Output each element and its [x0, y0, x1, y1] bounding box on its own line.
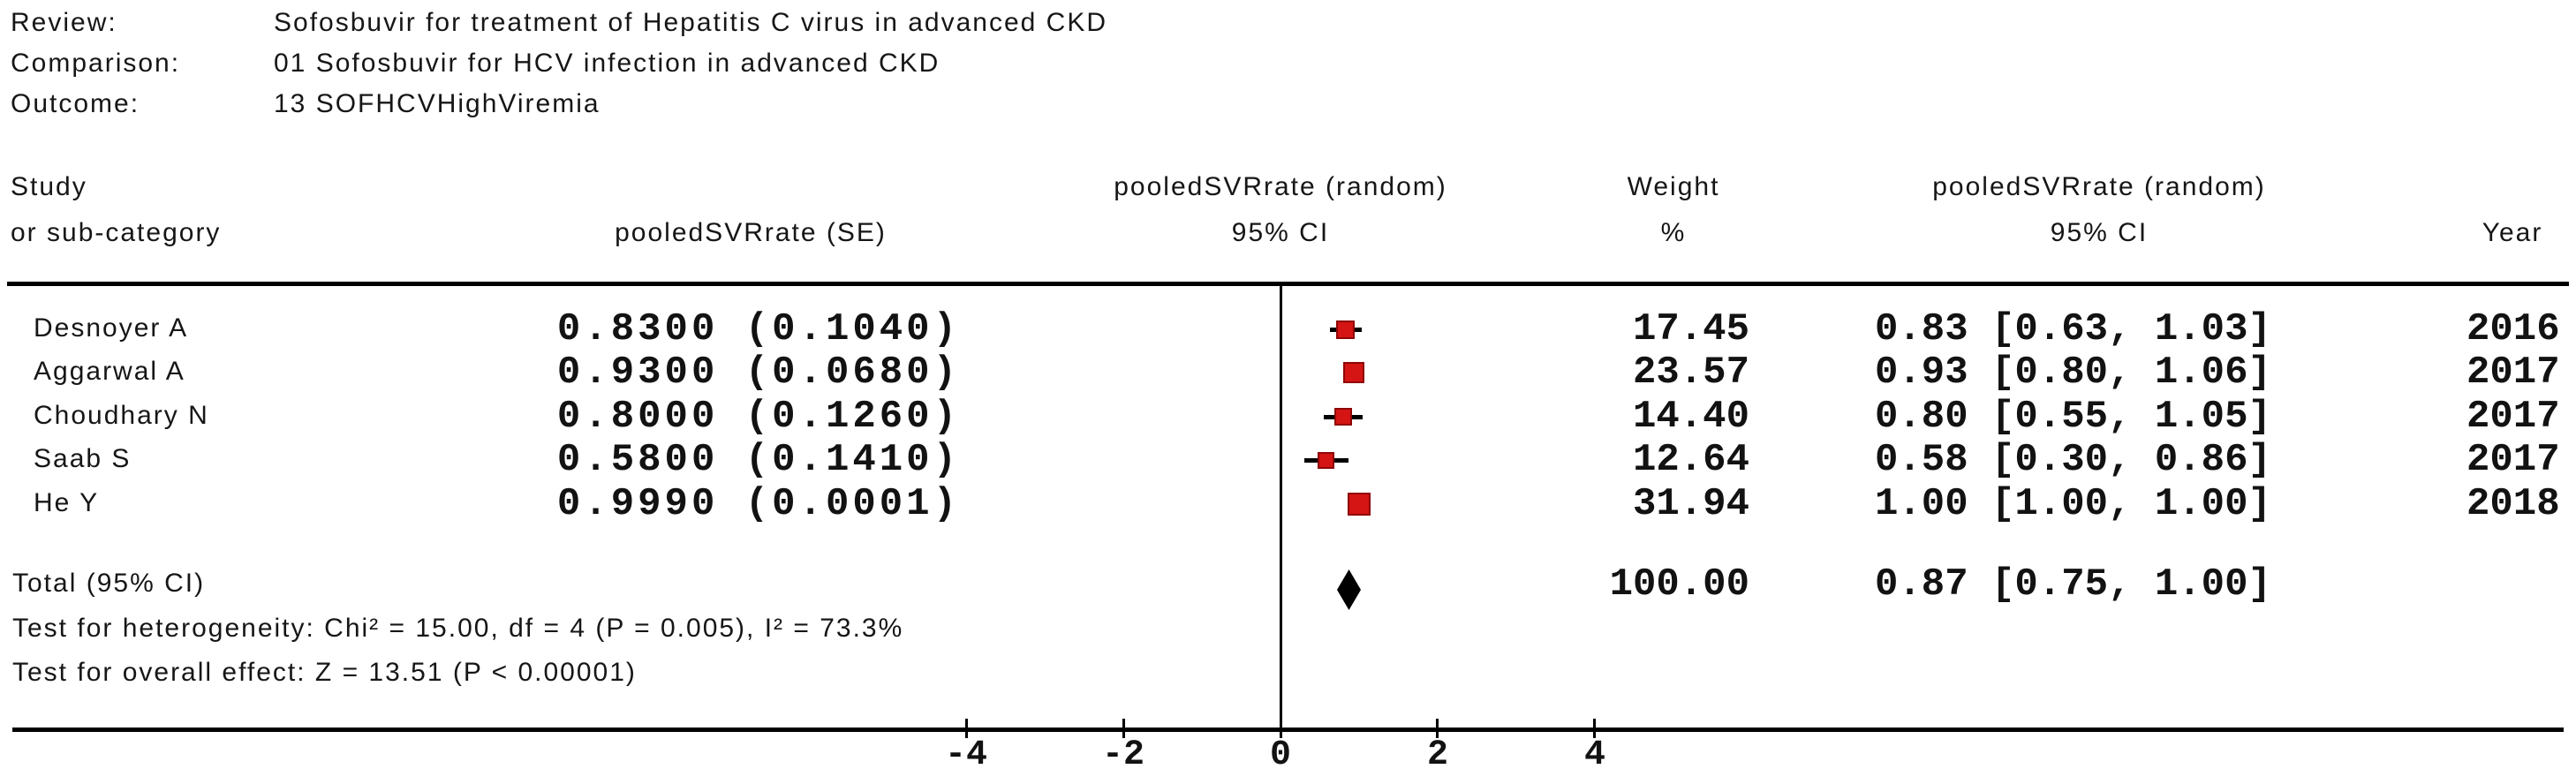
- study-name: He Y: [34, 488, 100, 517]
- year-value: 2017: [2466, 438, 2560, 482]
- outcome-label: Outcome:: [11, 89, 140, 118]
- total-label: Total (95% CI): [12, 569, 206, 598]
- weight-value: 31.94: [1632, 482, 1749, 526]
- axis-tick: [1436, 719, 1439, 738]
- axis-tick-label: 2: [1426, 735, 1448, 769]
- year-value: 2018: [2466, 482, 2560, 526]
- review-value: Sofosbuvir for treatment of Hepatitis C …: [274, 8, 1108, 37]
- year-value: 2017: [2466, 395, 2560, 439]
- axis-tick: [965, 719, 968, 738]
- se-value: 0.9300 (0.0680): [556, 351, 960, 395]
- year-value: 2017: [2466, 351, 2560, 395]
- weight-value: 17.45: [1632, 307, 1749, 351]
- col-plot-header-line2: 95% CI: [1231, 218, 1330, 247]
- col-plot-header-line1: pooledSVRrate (random): [1114, 172, 1447, 201]
- total-ci-value: 0.87 [0.75, 1.00]: [1875, 562, 2271, 607]
- weight-value: 12.64: [1632, 438, 1749, 482]
- col-year-header: Year: [2482, 218, 2543, 247]
- axis-tick-label: 0: [1269, 735, 1291, 769]
- study-name: Aggarwal A: [34, 357, 185, 386]
- ci-value: 0.80 [0.55, 1.05]: [1875, 395, 2271, 439]
- summary-diamond: [1337, 569, 1361, 610]
- axis-tick-label: -2: [1101, 735, 1144, 769]
- axis-tick-label: 4: [1583, 735, 1605, 769]
- se-value: 0.8000 (0.1260): [556, 395, 960, 439]
- study-name: Desnoyer A: [34, 313, 189, 343]
- comparison-value: 01 Sofosbuvir for HCV infection in advan…: [274, 49, 941, 78]
- x-axis-line: [12, 728, 2564, 732]
- heterogeneity-text: Test for heterogeneity: Chi² = 15.00, df…: [12, 614, 904, 643]
- comparison-label: Comparison:: [11, 49, 181, 78]
- axis-tick-label: -4: [944, 735, 987, 769]
- overall-effect-text: Test for overall effect: Z = 13.51 (P < …: [12, 658, 637, 687]
- ci-value: 1.00 [1.00, 1.00]: [1875, 482, 2271, 526]
- total-weight-value: 100.00: [1609, 562, 1749, 607]
- axis-tick: [1122, 719, 1125, 738]
- se-value: 0.5800 (0.1410): [556, 438, 960, 482]
- col-weight-line2: %: [1660, 218, 1687, 247]
- weight-value: 23.57: [1632, 351, 1749, 395]
- col-weight-line1: Weight: [1627, 172, 1720, 201]
- forest-square: [1343, 362, 1364, 383]
- year-value: 2016: [2466, 307, 2560, 351]
- ci-value: 0.58 [0.30, 0.86]: [1875, 438, 2271, 482]
- forest-square: [1348, 493, 1371, 516]
- se-value: 0.9990 (0.0001): [556, 482, 960, 526]
- study-name: Saab S: [34, 444, 132, 473]
- col-study-line1: Study: [11, 172, 87, 201]
- forest-square: [1336, 320, 1355, 339]
- outcome-value: 13 SOFHCVHighViremia: [274, 89, 601, 118]
- axis-tick: [1593, 719, 1596, 738]
- study-name: Choudhary N: [34, 401, 209, 430]
- col-study-line2: or sub-category: [11, 218, 222, 247]
- axis-tick: [1280, 719, 1282, 738]
- review-label: Review:: [11, 8, 117, 37]
- weight-value: 14.40: [1632, 395, 1749, 439]
- header-separator-line: [7, 282, 2569, 286]
- forest-square: [1334, 408, 1352, 426]
- col-ci-header-line1: pooledSVRrate (random): [1932, 172, 2266, 201]
- ci-value: 0.83 [0.63, 1.03]: [1875, 307, 2271, 351]
- zero-reference-line: [1280, 286, 1282, 731]
- col-se-header: pooledSVRrate (SE): [615, 218, 887, 247]
- col-ci-header-line2: 95% CI: [2050, 218, 2149, 247]
- se-value: 0.8300 (0.1040): [556, 307, 960, 351]
- ci-value: 0.93 [0.80, 1.06]: [1875, 351, 2271, 395]
- forest-square: [1318, 452, 1334, 469]
